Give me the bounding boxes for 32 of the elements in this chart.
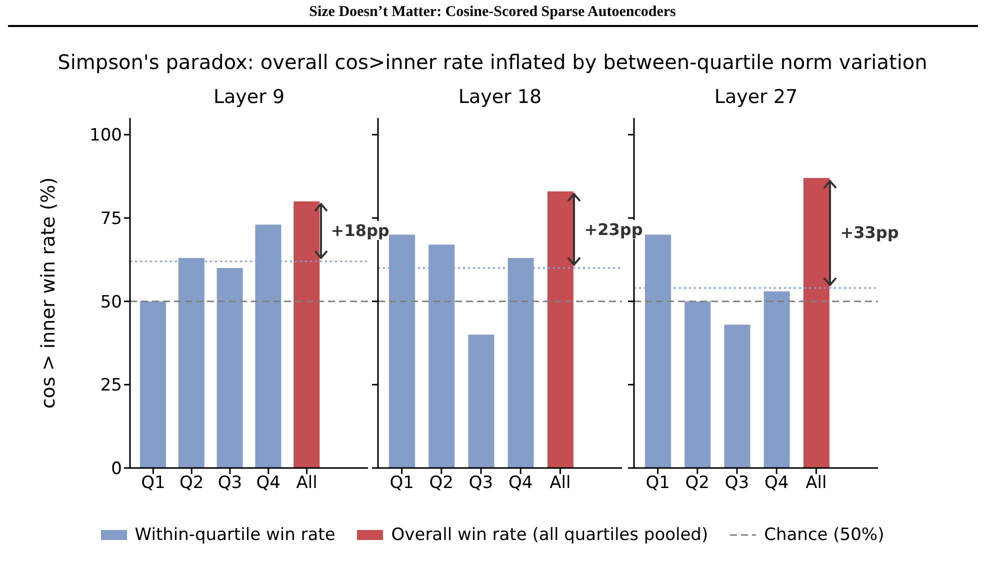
chart-title: Layer 9 bbox=[212, 86, 286, 108]
y-tick-label: 25 bbox=[100, 376, 122, 396]
x-tick-label: Q1 bbox=[141, 473, 166, 494]
legend-label: Overall win rate (all quartiles pooled) bbox=[391, 525, 708, 545]
y-tick-label: 0 bbox=[111, 459, 122, 480]
annotation: +23pp bbox=[584, 220, 643, 239]
x-tick-label: Q4 bbox=[256, 473, 280, 494]
x-tick-label: All bbox=[550, 473, 571, 494]
x-tick-label: Q4 bbox=[508, 473, 533, 494]
text: +33pp bbox=[840, 223, 899, 242]
text: Size Doesn’t Matter: Cosine-Scored Sparse Autoencoders bbox=[308, 4, 677, 21]
y-tick-label: 100 bbox=[90, 126, 122, 146]
annotation: +18pp bbox=[330, 221, 390, 240]
x-tick-label: Q4 bbox=[764, 473, 789, 494]
x-tick-label: Q2 bbox=[429, 473, 454, 494]
x-tick-label: Q3 bbox=[218, 473, 242, 494]
text: Simpson's paradox: overall cos>inner rate inflated by between-quartile norm variation bbox=[56, 50, 928, 74]
x-tick-label: Q1 bbox=[390, 473, 414, 494]
x-tick-label: Q1 bbox=[646, 473, 670, 494]
x-tick-label: Q3 bbox=[468, 473, 494, 494]
y-axis-title: cos > inner win rate (%) bbox=[38, 177, 60, 409]
x-tick-label: All bbox=[806, 473, 827, 494]
x-tick-label: Q2 bbox=[685, 473, 710, 494]
chart-title: Layer 18 bbox=[457, 86, 543, 108]
legend-label: Within-quartile win rate bbox=[134, 525, 336, 545]
y-tick-label: 75 bbox=[100, 209, 122, 230]
legend-label: Chance (50%) bbox=[764, 525, 884, 545]
x-tick-label: Q3 bbox=[724, 473, 750, 494]
x-tick-label: Q2 bbox=[180, 473, 204, 494]
chart-title: Layer 27 bbox=[713, 86, 799, 108]
y-tick-label: 50 bbox=[100, 292, 122, 312]
x-tick-label: All bbox=[296, 473, 318, 494]
